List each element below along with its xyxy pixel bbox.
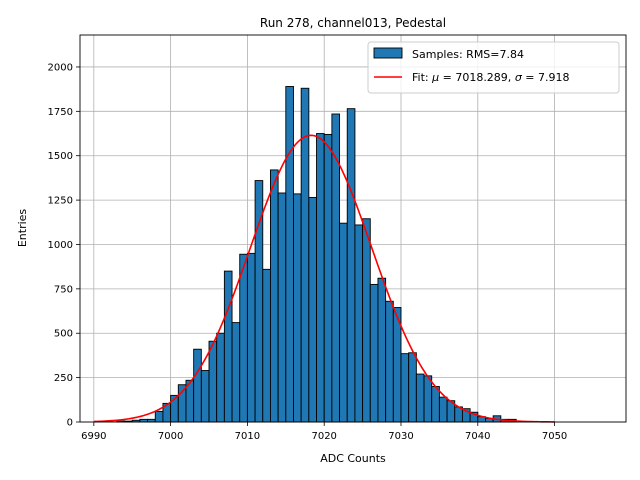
x-tick-label: 7010 [235,431,260,442]
legend-samples-label: Samples: RMS=7.84 [412,48,524,61]
histogram-bar [200,370,210,423]
histogram-bar [293,193,302,423]
legend-fit-mu-value: = 7018.289, [439,71,515,84]
legend-samples-swatch [373,47,403,59]
histogram-bar [193,348,202,423]
legend-box [367,41,620,94]
legend-fit-sigma-symbol: σ [515,71,523,84]
histogram-bar [377,277,387,423]
histogram-bar [362,218,371,423]
y-tick-label: 1250 [48,196,73,207]
histogram-bar [369,283,379,423]
legend-fit-prefix: Fit: [412,71,432,84]
plot-frame [79,34,627,423]
x-tick-label: 7030 [388,431,413,442]
histogram-bar [223,270,233,423]
histogram-bar [216,332,225,423]
histogram-bar [277,192,287,423]
histogram-bar [262,268,271,423]
histogram-bar [269,169,279,423]
x-tick-label: 7050 [542,431,567,442]
y-tick-label: 2000 [48,62,73,73]
x-tick-label: 7020 [311,431,336,442]
histogram-bar [308,196,317,423]
histogram-bars [116,86,517,423]
histogram-bar [408,352,417,423]
histogram-bar [431,386,440,423]
histogram-bar [246,252,256,423]
histogram-bar [323,133,333,423]
histogram-bar [177,384,187,423]
y-tick-label: 250 [54,373,73,384]
y-tick-label: 1750 [48,107,73,118]
histogram-bar [385,300,394,423]
histogram-bar [346,108,356,423]
histogram-bar [154,410,164,423]
histogram-bar [239,253,248,423]
histogram-bar [423,375,433,423]
histogram-bar [339,222,348,423]
x-axis-ticks: 6990 7000 7010 7020 7030 7040 7050 [81,422,567,442]
chart-title: Run 278, channel013, Pedestal [260,16,446,30]
gaussian-fit-curve [93,134,555,423]
histogram-bar [316,133,325,423]
legend-fit-label: Fit: μ = 7018.289, σ = 7.918 [412,71,570,84]
histogram-bar [415,373,425,423]
legend: Samples: RMS=7.84 Fit: μ = 7018.289, σ =… [367,41,620,94]
y-axis-ticks: 0 250 500 750 1000 1250 1500 1750 2000 [48,62,80,429]
histogram-bar [400,353,410,423]
y-axis-label: Entries [16,209,29,248]
legend-fit-sigma-value: = 7.918 [522,71,570,84]
y-tick-label: 1000 [48,240,73,251]
y-tick-label: 1500 [48,151,73,162]
histogram-bar [438,396,448,423]
y-tick-label: 0 [67,418,73,429]
x-axis-label: ADC Counts [320,452,386,465]
histogram-bar [285,86,294,423]
y-tick-label: 750 [54,284,73,295]
x-tick-label: 7040 [465,431,490,442]
histogram-bar [331,113,341,423]
histogram-bar [231,322,241,423]
x-tick-label: 6990 [81,431,106,442]
histogram-bar [208,340,218,423]
histogram-bar [354,224,364,423]
legend-fit-mu-symbol: μ [431,71,439,84]
y-tick-label: 500 [54,329,73,340]
x-tick-label: 7000 [158,431,183,442]
